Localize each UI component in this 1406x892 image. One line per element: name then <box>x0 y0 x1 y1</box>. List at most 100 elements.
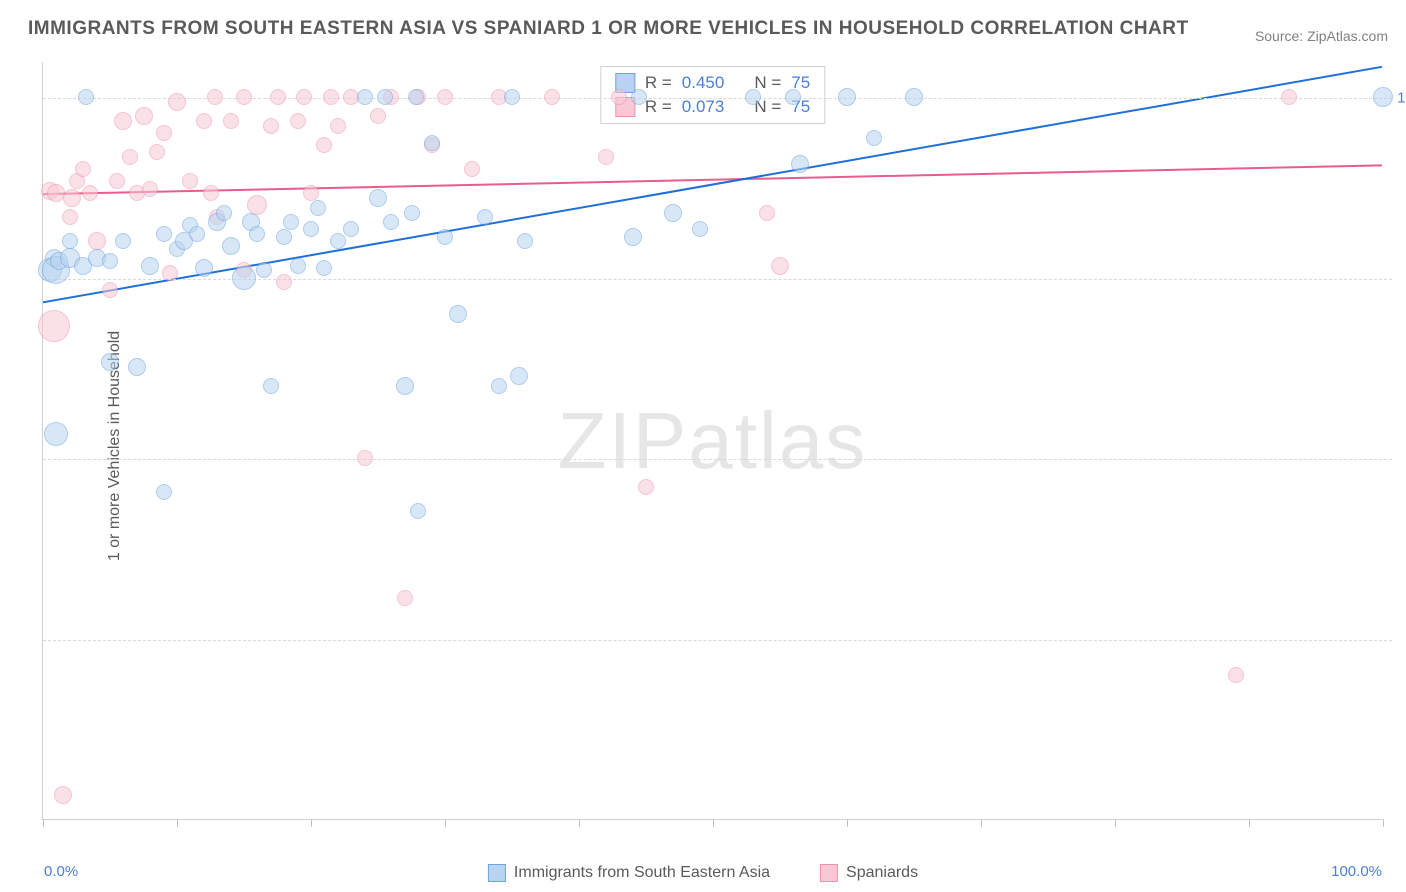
scatter-point-blue <box>102 253 118 269</box>
scatter-point-blue <box>437 229 453 245</box>
scatter-point-pink <box>1281 89 1297 105</box>
x-tick <box>847 819 848 827</box>
scatter-point-blue <box>404 205 420 221</box>
x-tick <box>981 819 982 827</box>
scatter-point-pink <box>102 282 118 298</box>
trend-lines-svg <box>43 62 1382 819</box>
x-tick <box>43 819 44 827</box>
legend-swatch-pink <box>820 864 838 882</box>
legend-swatch-blue <box>488 864 506 882</box>
scatter-point-blue <box>396 377 414 395</box>
scatter-point-pink <box>638 479 654 495</box>
chart-title: IMMIGRANTS FROM SOUTH EASTERN ASIA VS SP… <box>28 18 1189 40</box>
scatter-point-pink <box>437 89 453 105</box>
scatter-point-pink <box>135 107 153 125</box>
scatter-point-blue <box>189 226 205 242</box>
x-tick <box>713 819 714 827</box>
scatter-point-blue <box>664 204 682 222</box>
scatter-point-blue <box>249 226 265 242</box>
stats-r-value: 0.073 <box>682 97 725 117</box>
scatter-point-blue <box>631 89 647 105</box>
scatter-point-pink <box>223 113 239 129</box>
scatter-point-blue <box>369 189 387 207</box>
scatter-point-blue <box>290 258 306 274</box>
scatter-point-pink <box>88 232 106 250</box>
scatter-point-pink <box>156 125 172 141</box>
scatter-point-pink <box>75 161 91 177</box>
x-tick <box>1115 819 1116 827</box>
scatter-point-blue <box>101 353 119 371</box>
scatter-point-pink <box>1228 667 1244 683</box>
scatter-point-pink <box>270 89 286 105</box>
scatter-point-blue <box>692 221 708 237</box>
scatter-point-blue <box>263 378 279 394</box>
scatter-point-blue <box>357 89 373 105</box>
scatter-point-pink <box>464 161 480 177</box>
legend-item-blue: Immigrants from South Eastern Asia <box>488 864 770 882</box>
scatter-point-pink <box>109 173 125 189</box>
scatter-point-blue <box>283 214 299 230</box>
scatter-point-pink <box>63 189 81 207</box>
scatter-point-pink <box>544 89 560 105</box>
scatter-point-blue <box>510 367 528 385</box>
scatter-point-blue <box>745 89 761 105</box>
scatter-point-pink <box>296 89 312 105</box>
scatter-point-blue <box>624 228 642 246</box>
scatter-point-pink <box>276 274 292 290</box>
scatter-point-blue <box>517 233 533 249</box>
scatter-point-pink <box>357 450 373 466</box>
legend-label: Immigrants from South Eastern Asia <box>514 864 770 882</box>
scatter-point-blue <box>62 233 78 249</box>
scatter-point-pink <box>162 265 178 281</box>
x-tick <box>1383 819 1384 827</box>
x-tick <box>579 819 580 827</box>
scatter-point-blue <box>303 221 319 237</box>
scatter-point-blue <box>424 135 440 151</box>
scatter-point-pink <box>196 113 212 129</box>
scatter-point-blue <box>408 89 424 105</box>
scatter-point-blue <box>785 89 801 105</box>
scatter-point-pink <box>142 181 158 197</box>
scatter-point-blue <box>866 130 882 146</box>
scatter-point-blue <box>44 422 68 446</box>
scatter-point-blue <box>791 155 809 173</box>
scatter-point-blue <box>477 209 493 225</box>
scatter-point-blue <box>383 214 399 230</box>
scatter-point-pink <box>759 205 775 221</box>
x-tick <box>177 819 178 827</box>
scatter-point-pink <box>122 149 138 165</box>
scatter-point-pink <box>290 113 306 129</box>
scatter-point-blue <box>195 259 213 277</box>
scatter-point-pink <box>397 590 413 606</box>
scatter-point-blue <box>156 226 172 242</box>
scatter-point-blue <box>838 88 856 106</box>
scatter-point-pink <box>182 173 198 189</box>
scatter-point-pink <box>168 93 186 111</box>
scatter-point-pink <box>114 112 132 130</box>
scatter-point-pink <box>611 89 627 105</box>
x-tick <box>445 819 446 827</box>
source-label: Source: ZipAtlas.com <box>1255 28 1388 44</box>
gridline <box>43 640 1392 641</box>
scatter-point-blue <box>330 233 346 249</box>
scatter-point-blue <box>141 257 159 275</box>
scatter-point-pink <box>330 118 346 134</box>
stats-r-label: R = <box>645 73 672 93</box>
x-tick <box>311 819 312 827</box>
x-axis-max-label: 100.0% <box>1331 863 1382 880</box>
y-tick-label: 100.0% <box>1397 90 1406 107</box>
scatter-point-blue <box>310 200 326 216</box>
scatter-point-pink <box>203 185 219 201</box>
scatter-point-blue <box>504 89 520 105</box>
scatter-point-pink <box>316 137 332 153</box>
scatter-point-blue <box>343 221 359 237</box>
scatter-point-blue <box>449 305 467 323</box>
scatter-point-pink <box>370 108 386 124</box>
scatter-point-pink <box>54 786 72 804</box>
scatter-point-blue <box>377 89 393 105</box>
scatter-point-pink <box>323 89 339 105</box>
scatter-point-blue <box>222 237 240 255</box>
scatter-point-blue <box>410 503 426 519</box>
scatter-point-blue <box>128 358 146 376</box>
scatter-point-blue <box>905 88 923 106</box>
